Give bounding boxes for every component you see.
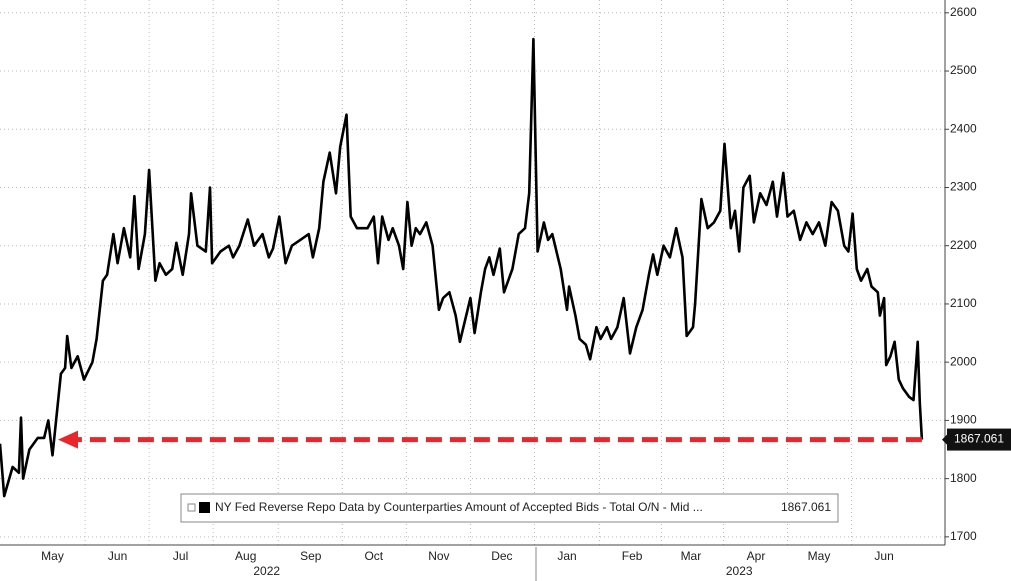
y-tick-label: 2400 [950, 121, 977, 135]
y-tick-label: 1900 [950, 413, 977, 427]
x-tick-label: Jun [874, 549, 893, 563]
y-tick-label: 2000 [950, 354, 977, 368]
x-tick-label: Apr [747, 549, 766, 563]
year-label: 2023 [726, 564, 753, 578]
last-value-pointer [942, 433, 948, 446]
x-tick-label: Feb [622, 549, 643, 563]
grid [0, 0, 945, 545]
arrow-head [58, 430, 78, 449]
x-tick-label: Sep [300, 549, 322, 563]
y-tick-label: 2500 [950, 63, 977, 77]
legend-label: NY Fed Reverse Repo Data by Counterparti… [215, 500, 703, 514]
x-tick-label: Oct [364, 549, 383, 563]
x-tick-label: May [808, 549, 831, 563]
x-tick-label: Jun [108, 549, 127, 563]
line [0, 37, 924, 498]
y-tick-label: 2200 [950, 238, 977, 252]
y-tick-label: 1700 [950, 529, 977, 543]
x-tick-label: Jan [557, 549, 576, 563]
y-tick-label: 2600 [950, 5, 977, 19]
x-tick-label: Aug [235, 549, 256, 563]
x-tick-label: Mar [681, 549, 702, 563]
legend-swatch [199, 502, 210, 513]
legend-value: 1867.061 [781, 500, 831, 514]
last-value-box [947, 428, 1011, 451]
y-tick-label: 2300 [950, 180, 977, 194]
legend-box [180, 493, 839, 523]
y-tick-label: 1800 [950, 471, 977, 485]
plot [0, 37, 924, 498]
legend: NY Fed Reverse Repo Data by Counterparti… [180, 493, 839, 523]
x-tick-label: Dec [491, 549, 512, 563]
last-value-label: 1867.061 [954, 432, 1004, 446]
x-tick-label: May [41, 549, 64, 563]
x-tick-label: Jul [173, 549, 188, 563]
x-tick-label: Nov [428, 549, 449, 563]
legend-toggle [187, 503, 196, 512]
year-label: 2022 [253, 564, 280, 578]
y-tick-label: 2100 [950, 296, 977, 310]
